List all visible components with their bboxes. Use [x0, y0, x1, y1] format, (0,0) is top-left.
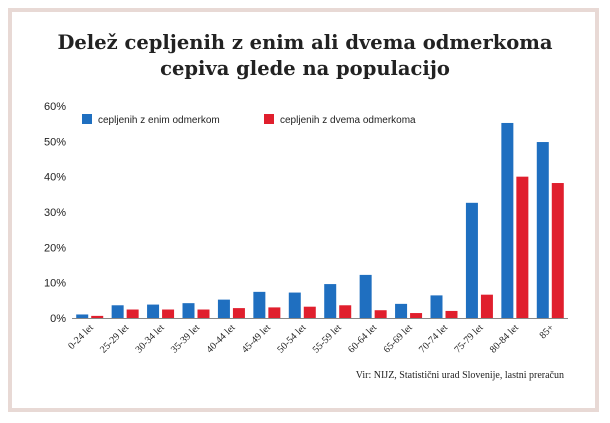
bar-one-dose	[182, 303, 195, 318]
x-tick-label: 50-54 let	[275, 322, 308, 355]
bar-two-doses	[374, 310, 387, 318]
y-tick-label: 10%	[44, 278, 66, 290]
legend-swatch-two-doses	[264, 114, 274, 124]
x-tick-label: 60-64 let	[346, 322, 379, 355]
bar-one-dose	[359, 274, 372, 318]
y-tick-label: 40%	[44, 172, 66, 184]
x-tick-label: 65-69 let	[382, 322, 415, 355]
bar-two-doses	[410, 313, 423, 318]
y-tick-label: 60%	[44, 101, 66, 113]
bar-two-doses	[303, 306, 316, 318]
chart-title-line-2: cepiva glede na populacijo	[160, 57, 450, 80]
x-tick-label: 25-29 let	[98, 322, 131, 355]
bar-one-dose	[253, 291, 266, 318]
bar-two-doses	[268, 307, 281, 318]
bar-two-doses	[91, 315, 104, 318]
bar-two-doses	[126, 309, 139, 318]
x-tick-label: 30-34 let	[134, 322, 167, 355]
x-tick-label: 85+	[538, 322, 557, 341]
y-tick-label: 0%	[50, 313, 66, 325]
bar-two-doses	[232, 308, 245, 318]
bar-two-doses	[162, 309, 175, 318]
bar-two-doses	[339, 305, 352, 318]
chart-frame	[8, 8, 599, 412]
bar-one-dose	[430, 295, 443, 318]
bar-one-dose	[324, 284, 337, 318]
legend-label-two-doses: cepljenih z dvema odmerkoma	[280, 115, 416, 126]
chart-title-line-1: Delež cepljenih z enim ali dvema odmerko…	[57, 31, 553, 54]
bar-one-dose	[147, 304, 160, 318]
bar-two-doses	[445, 310, 458, 318]
y-tick-label: 30%	[44, 207, 66, 219]
bar-one-dose	[111, 305, 124, 318]
y-tick-label: 20%	[44, 242, 66, 254]
source-note: Vir: NIJZ, Statistični urad Slovenije, l…	[355, 370, 564, 381]
x-tick-label: 75-79 let	[452, 322, 485, 355]
legend-label-one-dose: cepljenih z enim odmerkom	[98, 115, 220, 126]
bar-one-dose	[501, 122, 514, 319]
y-tick-label: 50%	[44, 136, 66, 148]
bar-one-dose	[217, 299, 230, 318]
bar-two-doses	[516, 176, 529, 318]
x-tick-label: 40-44 let	[204, 322, 237, 355]
bar-one-dose	[465, 202, 478, 318]
x-tick-label: 70-74 let	[417, 322, 450, 355]
x-tick-label: 0-24 let	[66, 322, 96, 352]
bar-one-dose	[76, 314, 89, 318]
bar-one-dose	[536, 142, 549, 318]
bar-two-doses	[197, 309, 210, 318]
bar-two-doses	[551, 183, 564, 318]
bar-one-dose	[288, 292, 301, 318]
bar-two-doses	[480, 294, 493, 318]
bar-one-dose	[395, 303, 408, 318]
x-tick-label: 35-39 let	[169, 322, 202, 355]
x-tick-label: 55-59 let	[311, 322, 344, 355]
chart-title: Delež cepljenih z enim ali dvema odmerko…	[0, 30, 610, 82]
legend-swatch-one-dose	[82, 114, 92, 124]
x-tick-label: 80-84 let	[488, 322, 521, 355]
x-tick-label: 45-49 let	[240, 322, 273, 355]
